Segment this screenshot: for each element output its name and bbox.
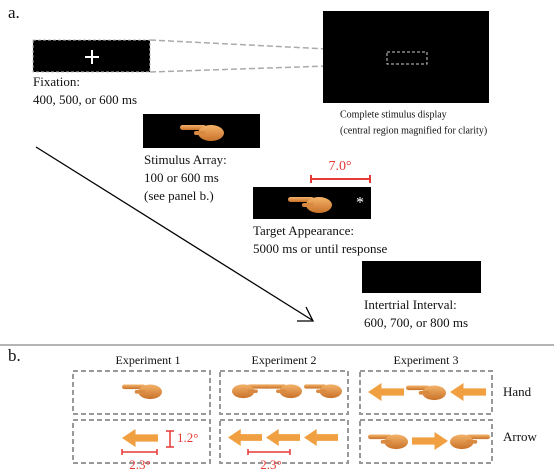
fixation-screen [32,39,151,73]
time-arrow [35,146,313,321]
step-label: Intertrial Interval: [364,297,457,312]
scale-label: 2.3° [129,457,150,469]
arrow-stimulus [368,383,404,401]
condition-box [72,370,211,415]
full-display [323,11,489,103]
condition-box [219,370,349,415]
step-label: Stimulus Array: [144,152,227,167]
magnify-line [149,63,388,73]
scale-label: 7.0° [328,159,351,174]
step-label: 600, 700, or 800 ms [364,315,468,330]
step-label: 100 or 600 ms [144,170,219,185]
fixation-cross [85,50,99,64]
scale-bar [121,449,158,455]
target-marker: * [356,195,364,212]
hand-stimulus [264,384,302,399]
arrow-stimulus [228,429,262,446]
step-label: 5000 ms or until response [253,241,388,256]
arrow-stimulus [304,429,338,446]
hand-stimulus [450,434,490,450]
hand-stimulus [368,434,408,450]
time-arrowhead [297,306,315,322]
step-label: (see panel b.) [144,188,214,203]
hand-stimulus [122,384,162,400]
column-header: Experiment 3 [394,353,459,367]
column-header: Experiment 2 [252,353,317,367]
scale-label: 2.3° [260,457,281,469]
arrow-stimulus [450,383,486,401]
arrow-stimulus [122,429,158,447]
condition-box [359,419,493,464]
step-label: Fixation: [33,74,80,89]
row-label: Hand [503,384,532,399]
arrow-stimulus [266,429,300,446]
hand-stimulus [304,384,342,399]
caption: (central region magnified for clarity) [340,125,487,136]
condition-box [219,419,349,464]
panel-label: b. [8,346,21,365]
step-label: 400, 500, or 600 ms [33,92,137,107]
scale-bar [310,175,371,183]
scale-bar [166,430,174,448]
scale-bar [247,449,291,455]
iti-screen [362,261,481,293]
condition-box [72,419,211,464]
condition-box [359,370,493,415]
column-header: Experiment 1 [116,353,181,367]
magnified-region [386,51,428,65]
panel-label: a. [8,3,20,22]
magnify-line [149,39,388,53]
scale-label: 1.2° [177,430,198,445]
arrow-stimulus [412,432,448,450]
step-label: Target Appearance: [253,223,354,238]
row-label: Arrow [503,429,538,444]
caption: Complete stimulus display [340,109,447,120]
hand-stimulus [406,385,446,401]
